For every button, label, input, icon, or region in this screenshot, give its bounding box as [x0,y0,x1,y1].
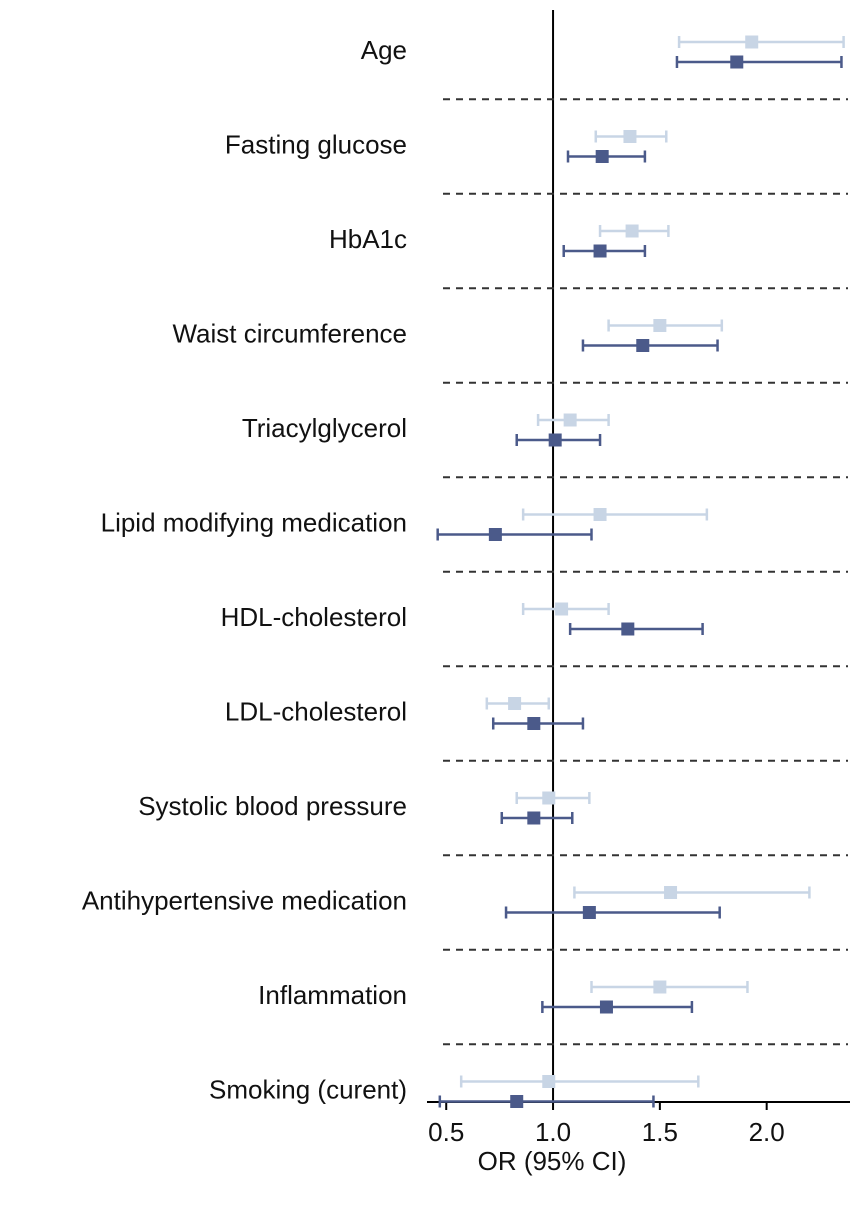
x-tick-label: 1.5 [642,1117,678,1147]
row-label: LDL-cholesterol [225,696,407,726]
point-estimate [508,697,522,710]
point-estimate [510,1095,524,1108]
row-label: Fasting glucose [225,129,407,159]
row-label: Lipid modifying medication [101,507,407,537]
point-estimate [593,508,607,521]
point-estimate [621,622,635,636]
point-estimate [664,886,678,899]
point-estimate [527,717,541,730]
x-tick-label: 1.0 [535,1117,571,1147]
point-estimate [595,150,609,163]
point-estimate [623,130,637,143]
point-estimate [582,906,596,919]
point-estimate [653,980,667,994]
point-estimate [488,528,502,541]
point-estimate [730,55,744,69]
point-estimate [542,791,556,805]
point-estimate [548,433,562,447]
row-label: HbA1c [329,224,407,254]
point-estimate [653,319,667,332]
row-label: Inflammation [258,980,407,1010]
point-estimate [563,413,577,427]
row-label: HDL-cholesterol [221,602,407,632]
point-estimate [625,224,639,238]
row-label: Systolic blood pressure [138,791,407,821]
row-label: Age [361,35,407,65]
x-axis-title: OR (95% CI) [478,1146,627,1176]
point-estimate [555,602,569,616]
point-estimate [542,1075,556,1088]
point-estimate [527,811,541,825]
point-estimate [599,1000,613,1014]
row-label: Waist circumference [172,318,407,348]
x-tick-label: 0.5 [428,1117,464,1147]
point-estimate [593,244,607,258]
point-estimate [636,339,650,352]
row-label: Triacylglycerol [242,413,407,443]
point-estimate [745,35,759,49]
row-label: Smoking (curent) [209,1074,407,1104]
x-tick-label: 2.0 [749,1117,785,1147]
row-label: Antihypertensive medication [82,885,407,915]
